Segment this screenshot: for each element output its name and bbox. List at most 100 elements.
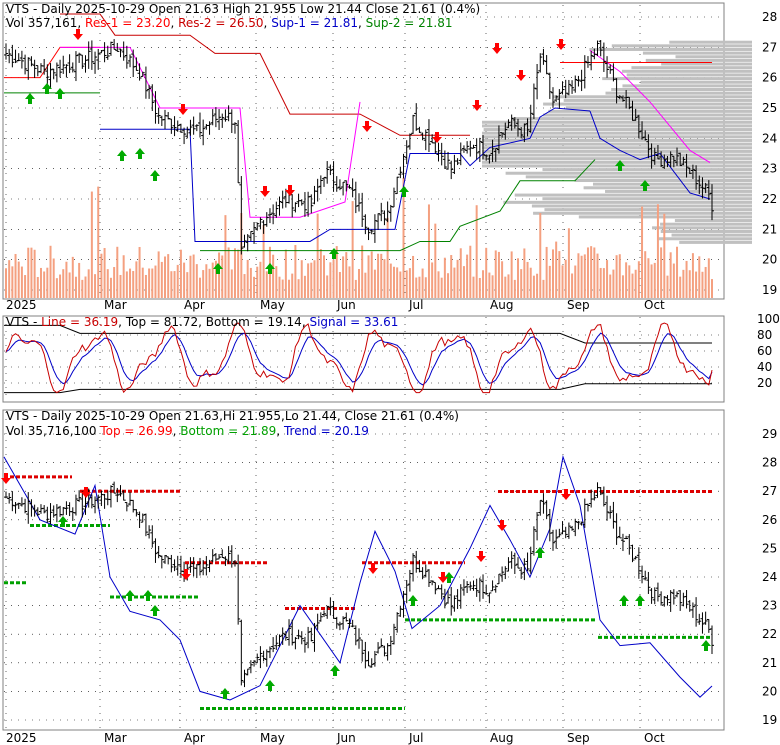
volume-bar	[332, 259, 335, 298]
y-tick-label: 23	[762, 599, 777, 613]
volume-bar	[647, 258, 650, 298]
volume-bar	[583, 254, 586, 298]
volume-bar	[392, 266, 395, 298]
profile-bar	[482, 135, 752, 139]
volume-bar	[580, 255, 583, 298]
volume-bar	[288, 279, 291, 298]
signal-label: Signal = 33.61	[309, 315, 398, 329]
volume-bar	[160, 261, 163, 298]
panel1-header-line1: VTS - Daily 2025-10-29 Open 21.63 High 2…	[6, 2, 480, 16]
y-tick-label: 20	[762, 684, 777, 698]
volume-bar	[303, 275, 306, 298]
sup1-label: Sup-1 = 21.81	[271, 16, 358, 30]
up-arrow-icon	[42, 83, 52, 94]
x-tick-label: 2025	[6, 298, 37, 312]
up-arrow-icon	[125, 590, 135, 601]
signal-line	[5, 332, 713, 386]
volume-bar	[316, 213, 319, 298]
volume-bar	[539, 213, 542, 298]
volume-bar	[634, 269, 637, 298]
volume-bar	[501, 261, 504, 298]
volume-bar	[558, 251, 561, 298]
volume-bar	[278, 276, 281, 298]
panel2-header: VTS - Line = 36.19, Top = 81.72, Bottom …	[6, 315, 398, 329]
x-tick-label: Apr	[184, 298, 205, 312]
price-x-axis: 2025 Mar Apr May Jun Jul Aug Sep Oct	[6, 298, 665, 312]
volume-bar	[453, 267, 456, 298]
volume-bar	[183, 262, 186, 298]
volume-bar	[313, 260, 316, 298]
line-label: Line = 36.19	[41, 315, 118, 329]
profile-bar	[658, 237, 752, 241]
x-tick-label: 2025	[6, 731, 37, 745]
profile-bar	[544, 208, 752, 212]
profile-bar	[661, 62, 752, 66]
volume-bar	[361, 245, 364, 298]
volume-bar	[415, 277, 418, 298]
volume-bar	[586, 247, 589, 298]
volume-bar	[294, 245, 297, 298]
y-tick-label: 80	[757, 328, 772, 342]
trend-y-axis: 29 28 27 26 25 24 23 22 21 20 19	[762, 427, 777, 727]
volume-bar	[440, 277, 443, 298]
profile-bar	[482, 120, 752, 124]
volume-bar	[43, 271, 46, 298]
x-tick-label: Jul	[408, 731, 423, 745]
volume-bar	[424, 277, 427, 298]
profile-bar	[553, 95, 752, 99]
volume-bar	[246, 259, 249, 298]
volume-bar	[418, 276, 421, 298]
volume-bar	[243, 274, 246, 298]
up-arrow-icon	[150, 170, 160, 181]
profile-bar	[505, 171, 752, 175]
volume-bar	[437, 271, 440, 298]
volume-bar	[249, 267, 252, 298]
volume-bar	[666, 275, 669, 298]
volume-bar	[208, 268, 211, 298]
profile-bar	[482, 153, 752, 157]
profile-bar	[548, 109, 752, 113]
volume-bar	[526, 261, 529, 298]
volume-bar	[456, 259, 459, 298]
profile-bar	[679, 240, 752, 244]
volume-bar	[698, 256, 701, 298]
x-tick-label: Jun	[336, 298, 356, 312]
volume-bar	[122, 255, 125, 298]
down-arrow-icon	[260, 186, 270, 197]
volume-bar	[151, 268, 154, 298]
up-arrow-icon	[444, 572, 454, 583]
volume-bar	[11, 266, 14, 298]
volume-bar	[323, 255, 326, 298]
x-tick-label: Mar	[104, 298, 127, 312]
bottom-band-line	[4, 383, 712, 394]
y-tick-label: 21	[762, 656, 777, 670]
res2-label: Res-2 = 26.50	[178, 16, 263, 30]
panel3-ticker: VTS	[6, 409, 29, 423]
profile-bar	[642, 51, 752, 55]
volume-bar	[679, 276, 682, 298]
volume-bar	[281, 279, 284, 298]
volume-bar	[30, 247, 33, 298]
volume-bar	[701, 271, 704, 298]
volume-bar	[138, 246, 141, 298]
profile-bar	[542, 197, 752, 201]
volume-bar	[195, 264, 198, 298]
volume-bar	[564, 259, 567, 298]
volume-bar	[590, 246, 593, 298]
volume-bar	[240, 213, 243, 298]
volume-bar	[602, 268, 605, 298]
profile-bar	[482, 149, 752, 153]
down-arrow-icon	[432, 132, 442, 143]
volume-bar	[262, 224, 265, 298]
volume-bar	[555, 241, 558, 298]
volume-bar	[351, 201, 354, 298]
volume-bar	[485, 247, 488, 298]
y-tick-label: 22	[762, 627, 777, 641]
down-arrow-icon	[472, 100, 482, 111]
down-arrow-icon	[497, 520, 507, 531]
volume-bar	[113, 267, 116, 298]
profile-bar	[660, 229, 752, 233]
volume-bar	[472, 276, 475, 298]
up-arrow-icon	[135, 148, 145, 159]
y-tick-label: 40	[757, 360, 772, 374]
